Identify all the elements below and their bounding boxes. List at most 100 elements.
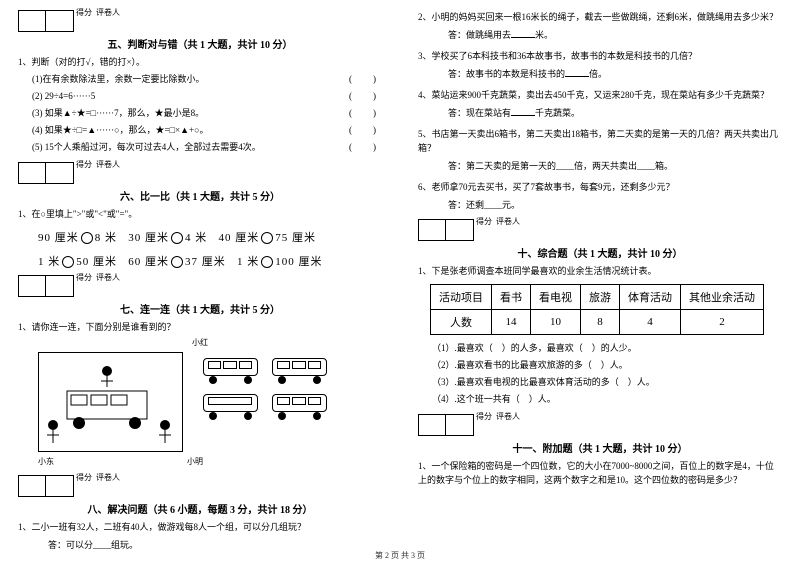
- table-row: 人数 14 10 8 4 2: [431, 310, 764, 335]
- sec11-q1: 1、一个保险箱的密码是一个四位数，它的大小在7000~8000之间，百位上的数字…: [418, 459, 782, 487]
- grader-text: 评卷人: [96, 160, 120, 169]
- item-text: (3) 如果▲÷★=□······7，那么，★最小是8。: [32, 108, 204, 118]
- val: 1 米: [237, 256, 259, 268]
- paren: ( ): [349, 106, 382, 120]
- score-label: 得分 评卷人: [74, 273, 122, 295]
- td: 4: [620, 310, 681, 335]
- sec10-q1: 1、下是张老师调查本班同学最喜欢的业余生活情况统计表。: [418, 264, 782, 278]
- scene-picture: [38, 352, 183, 452]
- grader-text: 评卷人: [96, 273, 120, 282]
- q6: 6、老师拿70元去买书，买了7套故事书，每套9元，还剩多少元？: [418, 180, 782, 194]
- val: 30 厘米: [128, 232, 169, 244]
- grader-cell: [46, 10, 74, 32]
- q2: 2、小明的妈妈买回来一根16米长的绳子，截去一些做跳绳，还剩6米，做跳绳用去多少…: [418, 10, 782, 24]
- item-text: (5) 15个人乘船过河，每次可过去4人，全部过去需要4次。: [32, 142, 261, 152]
- paren: ( ): [349, 72, 382, 86]
- grader-text: 评卷人: [496, 217, 520, 226]
- a5: 答：第二天卖的是第一天的____倍，两天共卖出____箱。: [418, 159, 782, 172]
- score-text: 得分: [76, 473, 92, 482]
- circle-icon: [81, 232, 93, 244]
- grader-cell: [46, 475, 74, 497]
- van-icon: [272, 394, 327, 422]
- a4-suf: 千克蔬菜。: [535, 108, 580, 118]
- a2-pre: 答：做跳绳用去: [448, 30, 511, 40]
- q3: 3、学校买了6本科技书和36本故事书，故事书的本数是科技书的几倍？: [418, 49, 782, 63]
- score-box-5: 得分 评卷人: [18, 10, 382, 32]
- score-box-7: 得分 评卷人: [18, 275, 382, 297]
- td: 10: [531, 310, 581, 335]
- th: 活动项目: [431, 285, 492, 310]
- score-box-6: 得分 评卷人: [18, 162, 382, 184]
- td: 8: [581, 310, 620, 335]
- van-icon: [203, 358, 258, 386]
- score-label: 得分 评卷人: [74, 473, 122, 495]
- sec7-q1: 1、请你连一连，下面分别是谁看到的？: [18, 320, 382, 334]
- grader-cell: [46, 162, 74, 184]
- circle-icon: [62, 256, 74, 268]
- a2: 答：做跳绳用去 米。: [418, 28, 782, 41]
- circle-icon: [261, 256, 273, 268]
- sec5-item: (4) 如果★÷□=▲······○，那么，★=□×▲+○。 ( ): [18, 123, 382, 137]
- a4: 答：现在菜站有千克蔬菜。: [418, 106, 782, 119]
- blank: [565, 67, 589, 77]
- paren: ( ): [349, 140, 382, 154]
- score-cell: [18, 162, 46, 184]
- sec8-q1: 1、二小一班有32人，二班有40人，做游戏每8人一个组，可以分几组玩？: [18, 520, 382, 534]
- score-text: 得分: [76, 160, 92, 169]
- sec10-sub1: （1）.最喜欢（ ）的人多，最喜欢（ ）的人少。: [418, 341, 782, 355]
- label-br: 小明: [187, 456, 203, 467]
- a2-suf: 米。: [535, 30, 553, 40]
- blank: [511, 106, 535, 116]
- section-8-title: 八、解决问题（共 6 小题，每题 3 分，共计 18 分）: [18, 501, 382, 516]
- compare-row-2: 1 米50 厘米 60 厘米37 厘米 1 米100 厘米: [38, 253, 382, 269]
- sec5-item: (5) 15个人乘船过河，每次可过去4人，全部过去需要4次。 ( ): [18, 140, 382, 154]
- score-label: 得分 评卷人: [474, 412, 522, 434]
- blank: [511, 28, 535, 38]
- th: 看电视: [531, 285, 581, 310]
- item-text: (2) 29÷4=6······5: [32, 91, 95, 101]
- a3-suf: 倍。: [589, 69, 607, 79]
- td: 14: [492, 310, 531, 335]
- van-icon: [272, 358, 327, 386]
- val: 40 厘米: [219, 232, 260, 244]
- a3-pre: 答：故事书的本数是科技书的: [448, 69, 565, 79]
- section-11-title: 十一、附加题（共 1 大题，共计 10 分）: [418, 440, 782, 455]
- score-box-11: 得分 评卷人: [418, 414, 782, 436]
- score-label: 得分 评卷人: [474, 217, 522, 239]
- sec10-sub3: （3）.最喜欢看电视的比最喜欢体育活动的多（ ）人。: [418, 375, 782, 389]
- val: 1 米: [38, 256, 60, 268]
- circle-icon: [261, 232, 273, 244]
- van-options: [203, 358, 327, 422]
- score-text: 得分: [76, 273, 92, 282]
- sec10-sub2: （2）.最喜欢看书的比最喜欢旅游的多（ ）人。: [418, 358, 782, 372]
- item-text: (4) 如果★÷□=▲······○，那么，★=□×▲+○。: [32, 125, 209, 135]
- paren: ( ): [349, 89, 382, 103]
- grader-text: 评卷人: [96, 8, 120, 17]
- score-text: 得分: [476, 412, 492, 421]
- table-row: 活动项目 看书 看电视 旅游 体育活动 其他业余活动: [431, 285, 764, 310]
- section-7-title: 七、连一连（共 1 大题，共计 5 分）: [18, 301, 382, 316]
- td: 2: [681, 310, 764, 335]
- th: 其他业余活动: [681, 285, 764, 310]
- score-text: 得分: [476, 217, 492, 226]
- score-label: 得分 评卷人: [74, 8, 122, 30]
- q5: 5、书店第一天卖出6箱书，第二天卖出18箱书，第二天卖的是第一天的几倍？两天共卖…: [418, 127, 782, 155]
- val: 8 米: [95, 232, 117, 244]
- td: 人数: [431, 310, 492, 335]
- right-column: 2、小明的妈妈买回来一根16米长的绳子，截去一些做跳绳，还剩6米，做跳绳用去多少…: [400, 0, 800, 565]
- item-text: (1)在有余数除法里，余数一定要比除数小。: [32, 74, 205, 84]
- val: 75 厘米: [275, 232, 316, 244]
- paren: ( ): [349, 123, 382, 137]
- val: 4 米: [185, 232, 207, 244]
- bottom-labels: 小东 小明: [38, 456, 203, 467]
- val: 60 厘米: [128, 256, 169, 268]
- grader-cell: [446, 414, 474, 436]
- section-5-title: 五、判断对与错（共 1 大题，共计 10 分）: [18, 36, 382, 51]
- q4: 4、菜站运来900千克蔬菜，卖出去450千克，又运来280千克，现在菜站有多少千…: [418, 88, 782, 102]
- sec6-q1: 1、在○里填上">"或"<"或"="。: [18, 207, 382, 221]
- a3: 答：故事书的本数是科技书的 倍。: [418, 67, 782, 80]
- score-box-10: 得分 评卷人: [418, 219, 782, 241]
- sec10-sub4: （4）.这个班一共有（ ）人。: [418, 392, 782, 406]
- score-cell: [18, 475, 46, 497]
- val: 37 厘米: [185, 256, 226, 268]
